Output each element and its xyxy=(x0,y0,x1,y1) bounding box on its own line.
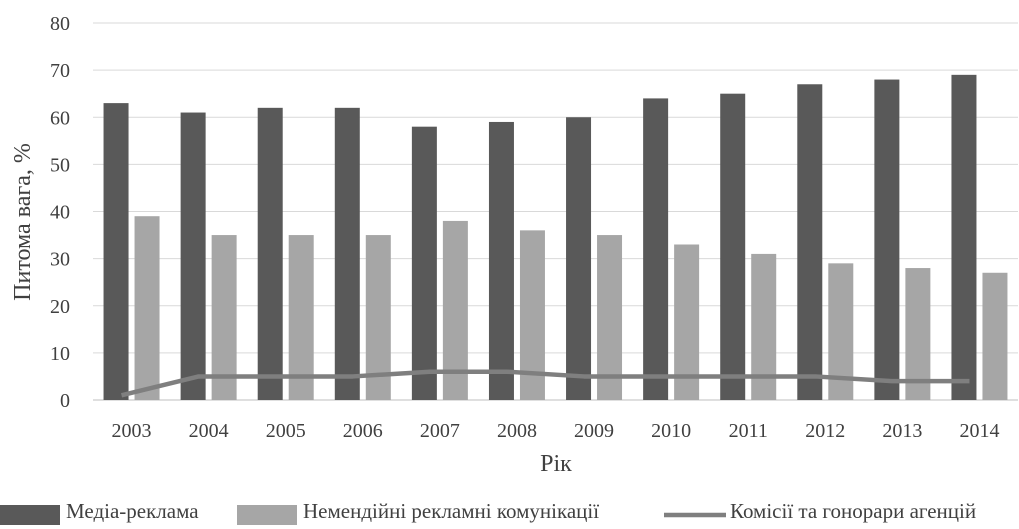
bar-media-2005 xyxy=(257,107,283,400)
legend-swatch-media xyxy=(0,505,60,525)
y-tick-label: 60 xyxy=(50,107,70,129)
legend-label-commissions: Комісії та гонорари агенцій xyxy=(730,499,976,523)
y-tick-label: 30 xyxy=(50,249,70,271)
legend-swatch-nonmedia xyxy=(237,505,297,525)
x-tick-label: 2003 xyxy=(112,420,152,442)
bar-media-2003 xyxy=(103,103,129,401)
x-tick-label: 2008 xyxy=(497,420,537,442)
x-axis-title: Рік xyxy=(540,451,572,477)
x-tick-label: 2010 xyxy=(651,420,691,442)
y-tick-label: 50 xyxy=(50,154,70,176)
x-tick-label: 2013 xyxy=(882,420,922,442)
bar-media-2012 xyxy=(797,84,823,400)
y-tick-label: 40 xyxy=(50,202,70,224)
y-tick-label: 0 xyxy=(60,390,70,412)
y-tick-label: 80 xyxy=(50,13,70,35)
x-tick-label: 2005 xyxy=(266,420,306,442)
x-tick-label: 2012 xyxy=(805,420,845,442)
bar-media-2007 xyxy=(411,126,437,401)
x-tick-label: 2011 xyxy=(729,420,768,442)
y-tick-label: 70 xyxy=(50,60,70,82)
y-tick-label: 20 xyxy=(50,296,70,318)
bar-media-2006 xyxy=(334,107,360,400)
bar-nonmedia-2013 xyxy=(905,268,931,400)
x-tick-label: 2004 xyxy=(189,420,229,442)
bar-nonmedia-2009 xyxy=(597,235,623,400)
bar-nonmedia-2003 xyxy=(134,216,160,400)
bar-media-2014 xyxy=(951,74,977,401)
y-tick-label: 10 xyxy=(50,343,70,365)
series-lines xyxy=(121,369,970,398)
x-axis-ticks: 2003 2004 2005 2006 2007 2008 2009 2010 2011 2012… xyxy=(112,420,1000,442)
x-tick-label: 2009 xyxy=(574,420,614,442)
y-axis-ticks: 0 10 20 30 40 50 60 70 80 xyxy=(50,13,70,412)
bar-nonmedia-2004 xyxy=(211,235,237,400)
bar-media-2009 xyxy=(566,117,592,400)
bar-nonmedia-2014 xyxy=(982,272,1008,400)
bar-media-2008 xyxy=(488,121,514,401)
x-tick-label: 2014 xyxy=(959,420,999,442)
legend-label-media: Медіа-реклама xyxy=(66,499,199,523)
bar-media-2013 xyxy=(874,79,900,401)
bar-media-2004 xyxy=(180,112,206,400)
bar-media-2011 xyxy=(720,93,746,400)
bars xyxy=(103,74,1008,401)
bar-nonmedia-2005 xyxy=(288,235,314,400)
series-line-commissions xyxy=(121,369,970,398)
legend-label-nonmedia: Немендійні рекламні комунікації xyxy=(303,499,599,523)
bar-media-2010 xyxy=(643,98,669,401)
x-tick-label: 2006 xyxy=(343,420,383,442)
x-tick-label: 2007 xyxy=(420,420,460,442)
gridlines xyxy=(93,22,1018,401)
y-axis-title: Питома вага, % xyxy=(10,143,36,301)
legend: Медіа-реклама Немендійні рекламні комунік… xyxy=(0,499,976,525)
bar-nonmedia-2010 xyxy=(674,244,700,400)
